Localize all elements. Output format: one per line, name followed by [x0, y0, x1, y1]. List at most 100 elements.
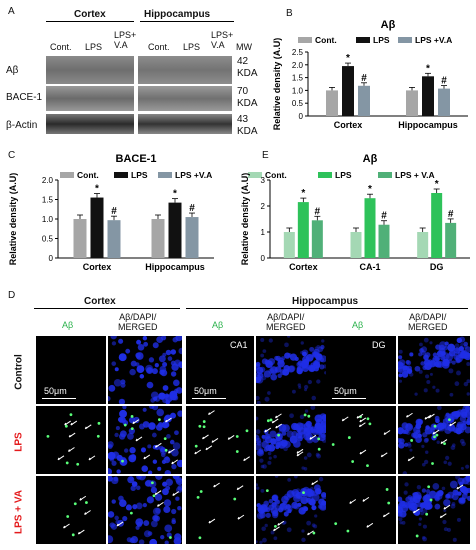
- nucleus: [148, 422, 156, 430]
- nucleus: [301, 537, 306, 543]
- scale-bar-dg: [332, 398, 366, 399]
- nucleus: [299, 414, 305, 420]
- y-tick-label: 2.0: [292, 61, 304, 70]
- nucleus: [435, 388, 440, 393]
- abeta-deposit: [269, 418, 273, 422]
- nucleus: [460, 342, 464, 347]
- wb-group-hippocampus: Hippocampus: [144, 9, 211, 20]
- y-tick-label: 0.5: [42, 235, 54, 244]
- abeta-deposit: [265, 489, 269, 493]
- nucleus: [302, 365, 309, 373]
- arrow-marker: [277, 520, 285, 526]
- arrow-marker: [63, 523, 70, 529]
- significance-mark: *: [95, 184, 99, 195]
- abeta-deposit: [425, 512, 429, 516]
- micrograph-merged: [108, 336, 182, 404]
- bar: [168, 202, 182, 258]
- abeta-deposit: [266, 419, 270, 423]
- nucleus: [399, 521, 403, 525]
- significance-mark: #: [189, 203, 195, 214]
- nucleus: [278, 424, 287, 432]
- nucleus: [307, 379, 313, 385]
- abeta-deposit: [415, 534, 419, 538]
- x-category-label: Cortex: [334, 120, 363, 130]
- arrow-marker: [349, 499, 357, 504]
- nucleus: [429, 372, 433, 376]
- nucleus: [466, 379, 470, 384]
- nucleus: [262, 437, 268, 443]
- abeta-deposit: [431, 462, 434, 465]
- y-tick-label: 2.0: [42, 176, 54, 185]
- x-category-label: Hippocampus: [398, 120, 458, 130]
- arrow-marker: [143, 454, 151, 460]
- significance-mark: #: [441, 76, 447, 87]
- nucleus: [142, 336, 148, 341]
- wb-lane-4: Cont.: [148, 42, 170, 52]
- arrow-marker: [68, 432, 76, 438]
- nucleus: [108, 468, 112, 474]
- arrow-marker: [77, 529, 85, 535]
- nucleus: [417, 418, 424, 425]
- nucleus: [298, 385, 302, 389]
- nucleus: [448, 359, 453, 364]
- nucleus: [450, 503, 456, 509]
- nucleus: [256, 376, 261, 384]
- nucleus: [145, 364, 154, 373]
- nucleus: [443, 499, 451, 507]
- nucleus: [147, 470, 153, 474]
- nucleus: [434, 503, 441, 510]
- abeta-deposit: [158, 418, 161, 422]
- nucleus: [284, 342, 289, 348]
- nucleus: [422, 432, 428, 438]
- nucleus: [303, 506, 309, 512]
- legend-swatch: [298, 37, 312, 43]
- micrograph-image: [398, 476, 470, 542]
- significance-mark: *: [346, 53, 350, 64]
- nucleus: [463, 344, 468, 349]
- nucleus: [453, 351, 458, 357]
- nucleus: [443, 508, 447, 512]
- micrograph-abeta: [186, 476, 254, 544]
- nucleus: [446, 527, 451, 532]
- nucleus: [463, 381, 469, 387]
- bar: [342, 66, 354, 116]
- nucleus: [437, 406, 442, 411]
- arrow-marker: [64, 420, 71, 426]
- y-axis-label: Relative density (A.U): [240, 173, 250, 266]
- nucleus: [412, 505, 417, 509]
- nucleus: [174, 430, 179, 436]
- nucleus: [176, 459, 182, 468]
- nucleus: [268, 368, 275, 374]
- arrow-marker: [359, 417, 367, 423]
- y-tick-label: 0.5: [292, 99, 304, 108]
- nucleus: [173, 537, 182, 544]
- nucleus: [139, 374, 145, 379]
- nucleus: [451, 410, 460, 419]
- western-blot-panel: Cortex Hippocampus Cont. LPS LPS+ V.A Co…: [0, 0, 270, 145]
- significance-mark: *: [368, 184, 372, 195]
- x-category-label: DG: [430, 262, 444, 272]
- nucleus: [118, 338, 124, 344]
- arrow-marker: [440, 439, 448, 445]
- nucleus: [314, 346, 319, 351]
- abeta-deposit: [152, 494, 156, 498]
- nucleus: [139, 423, 145, 430]
- micrograph-image: [108, 336, 182, 404]
- nucleus: [283, 364, 290, 372]
- nucleus: [160, 452, 166, 458]
- nucleus: [286, 336, 291, 338]
- nucleus: [156, 408, 165, 417]
- arrow-marker: [356, 413, 364, 419]
- nucleus: [273, 536, 278, 541]
- nucleus: [144, 480, 151, 487]
- nucleus: [260, 353, 265, 358]
- nucleus: [423, 459, 429, 465]
- arrow-marker: [449, 421, 456, 427]
- abeta-deposit: [302, 491, 305, 495]
- micrograph-merged: [398, 406, 470, 474]
- scale-bar-cortex: [42, 398, 76, 399]
- nucleus: [421, 444, 425, 448]
- region-hippocampus: Hippocampus: [292, 296, 359, 307]
- nucleus: [275, 436, 281, 442]
- nucleus: [443, 359, 449, 365]
